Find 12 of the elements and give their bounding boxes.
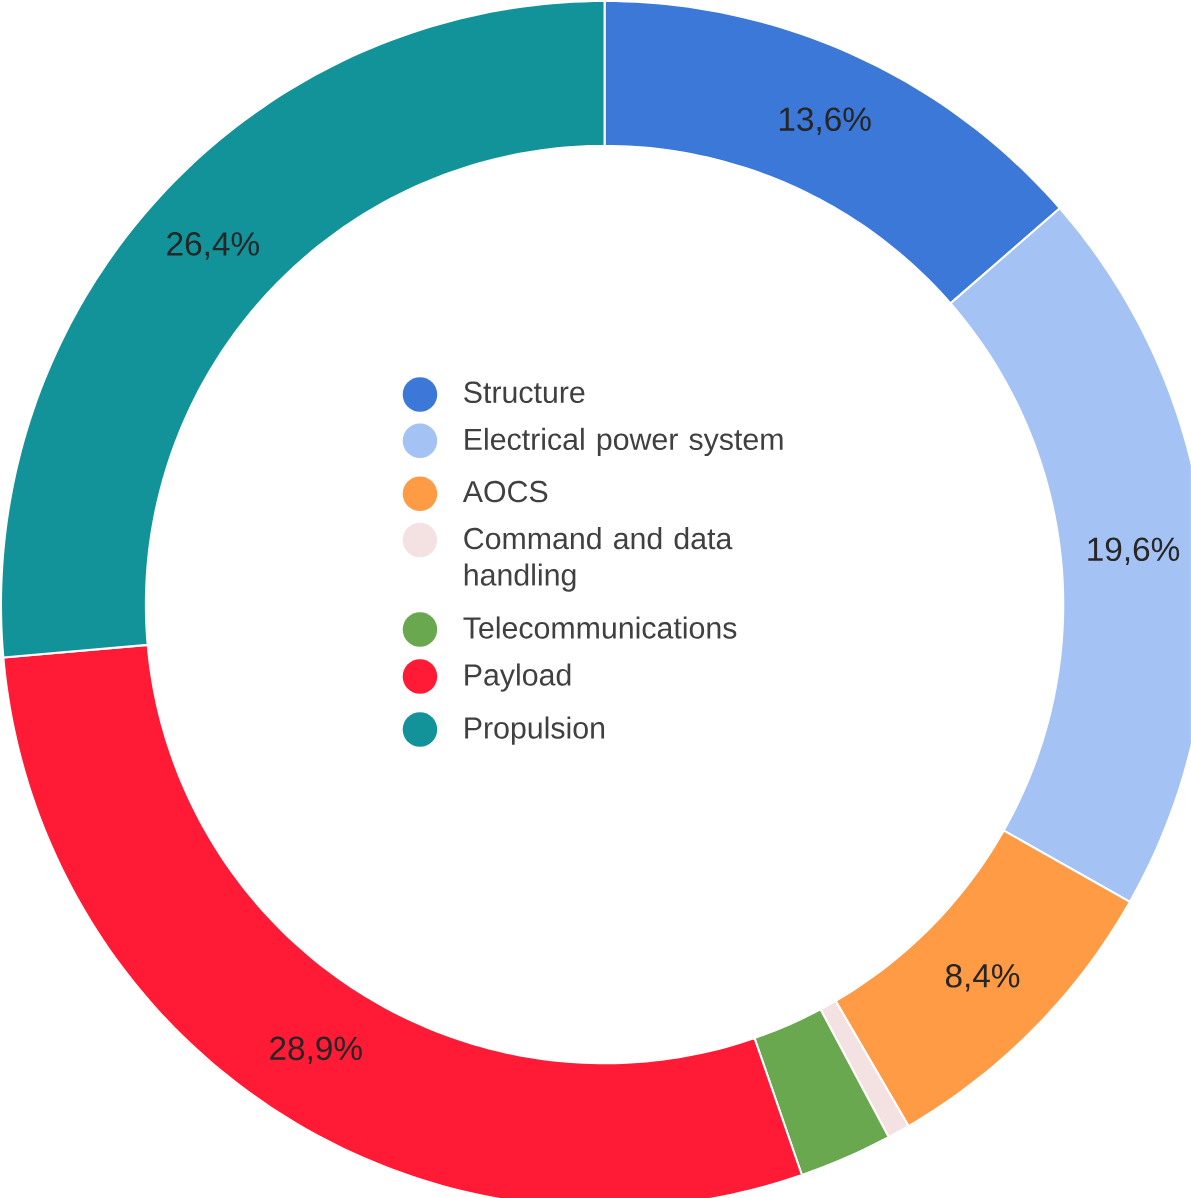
data-label: 26,4% (167, 232, 260, 260)
legend-label: Electrical power system (465, 427, 783, 457)
data-label: 19,6% (1088, 537, 1180, 566)
data-label: 8,4% (945, 964, 1020, 992)
legend-label: Payload (465, 663, 571, 692)
legend-label: Telecommunications (463, 616, 737, 639)
data-label: 13,6% (779, 107, 871, 135)
legend-label: AOCS (462, 480, 548, 503)
legend-label: Command and data handling (464, 527, 733, 592)
data-label: 28,9% (270, 1036, 362, 1065)
legend-label: Structure (464, 381, 585, 404)
legend-label: Propulsion (465, 716, 605, 745)
